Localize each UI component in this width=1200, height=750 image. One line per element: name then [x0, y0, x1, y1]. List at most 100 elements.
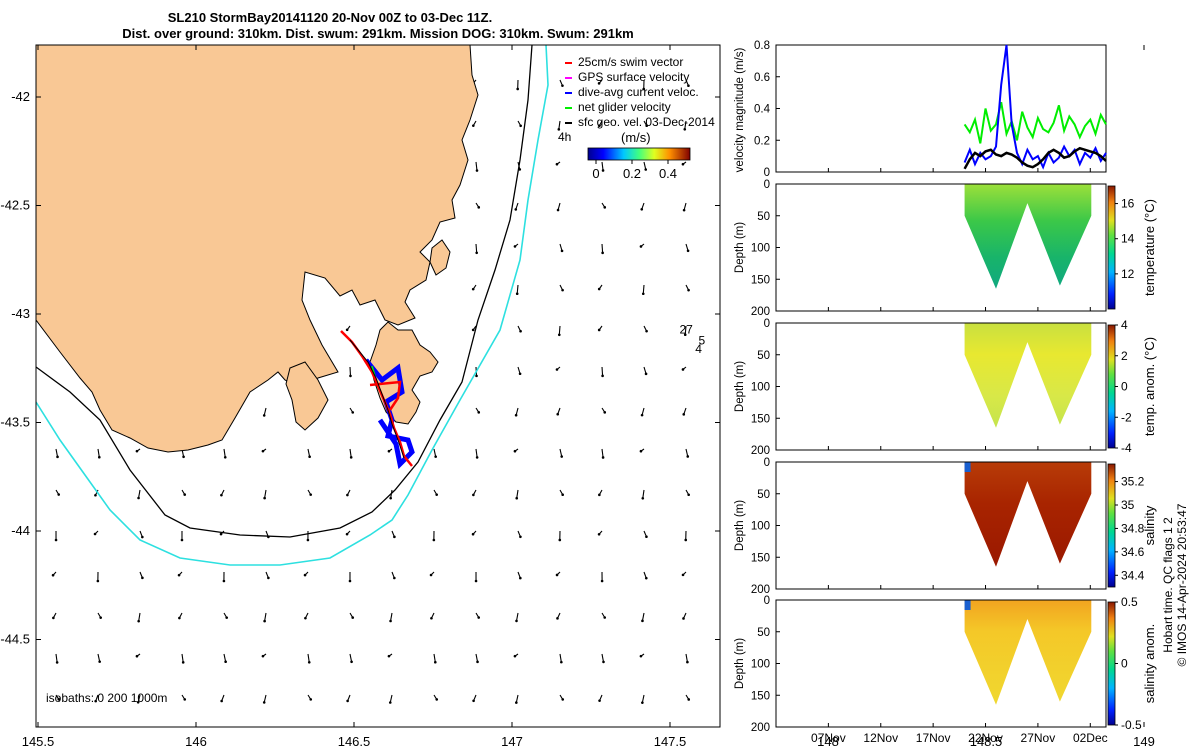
map-y-axis: -42 -42.5 -43 -43.5 -44 -44.5	[0, 89, 720, 647]
current-arrow	[55, 653, 58, 663]
current-arrow-head	[641, 619, 644, 623]
current-arrow-head	[681, 573, 685, 577]
current-arrow-head	[178, 616, 181, 620]
colorbar-tick-label: 0.5	[1121, 595, 1138, 609]
side-note-copyright: © IMOS 14-Apr-2024 20:53:47	[1175, 503, 1189, 666]
speed-colorbar-ticks: 0 0.2 0.4	[592, 160, 677, 181]
profile-data-field	[964, 600, 1092, 705]
time-x-axis: 07Nov 12Nov 17Nov 22Nov 27Nov 02Dec	[811, 731, 1108, 745]
current-arrow-head	[555, 368, 559, 371]
current-arrow-head	[561, 493, 564, 497]
colorbar-tick-label: 14	[1121, 232, 1135, 246]
current-arrow-head	[57, 698, 61, 701]
current-arrow-head	[514, 413, 518, 417]
profile-panel-temp-anom-: 0 50 100 150 200 Depth (m) 4 2 0 -2 -4 temp. anom. …	[734, 318, 1157, 457]
current-arrow-head	[687, 84, 690, 88]
map-x-tick-label: 146.5	[338, 734, 371, 749]
track-day-label: 4	[695, 342, 702, 356]
current-arrow	[601, 161, 604, 171]
current-arrow-head	[388, 701, 392, 704]
current-arrow	[558, 325, 561, 335]
current-arrow-head	[387, 654, 391, 658]
side-note-timezone: Hobart time. QC flags 1 2	[1161, 517, 1175, 653]
current-arrow	[307, 448, 311, 457]
current-arrow-head	[137, 619, 140, 623]
current-arrow-head	[475, 169, 479, 172]
current-arrow	[475, 653, 479, 662]
current-arrow-head	[682, 617, 685, 620]
map-y-tick-label: -44.5	[0, 632, 30, 647]
legend-label: sfc geo. vel. 03-Dec-2014	[578, 115, 715, 129]
current-arrow-head	[94, 493, 97, 497]
current-arrow	[138, 489, 141, 499]
current-arrow-head	[472, 493, 475, 497]
maria-island-land	[429, 239, 451, 276]
current-arrow-head	[560, 455, 564, 458]
current-arrow	[516, 489, 519, 499]
current-arrow-head	[99, 616, 102, 619]
current-arrow-head	[471, 287, 475, 291]
current-arrow-head	[472, 699, 475, 703]
colorbar-label: salinity anom.	[1142, 624, 1157, 703]
colorbar-tick-label: 16	[1121, 197, 1135, 211]
colorbar-tick-label: 12	[1121, 267, 1135, 281]
current-arrow-head	[263, 496, 266, 500]
map-y-tick-label: -43	[11, 306, 30, 321]
surface-low-patch	[964, 600, 971, 610]
current-arrow-head	[308, 455, 311, 459]
current-arrow-head	[561, 698, 565, 701]
current-arrow-head	[261, 449, 265, 453]
current-arrow-head	[429, 573, 433, 577]
time-x-tick-label: 02Dec	[1073, 731, 1108, 745]
current-arrow	[181, 653, 184, 663]
colorbar-label: temp. anom. (°C)	[1142, 337, 1157, 436]
current-arrow-head	[687, 288, 690, 292]
depth-tick-label: 0	[764, 595, 770, 607]
current-arrow-head	[519, 535, 522, 539]
depth-tick-label: 50	[757, 627, 770, 639]
current-arrow-head	[603, 616, 607, 619]
current-arrow-head	[435, 698, 439, 701]
current-arrow-head	[641, 497, 645, 500]
current-arrow-head	[183, 493, 187, 496]
current-arrow-head	[639, 245, 643, 248]
velocity-series	[963, 44, 1107, 170]
current-arrow-head	[600, 579, 604, 583]
current-arrow-head	[686, 455, 690, 458]
current-arrow	[641, 612, 645, 621]
current-arrow-head	[349, 456, 353, 459]
legend-label: dive-avg current veloc.	[578, 85, 699, 99]
current-arrow-head	[645, 124, 648, 128]
current-arrow-head	[598, 699, 601, 702]
current-arrow-head	[55, 661, 59, 664]
current-arrow	[475, 161, 478, 171]
current-arrow-head	[597, 533, 601, 536]
current-arrow	[138, 612, 141, 622]
current-arrow-head	[393, 535, 396, 539]
current-arrow-head	[52, 616, 55, 620]
current-arrow-head	[307, 660, 311, 664]
colorbar-tick-label: -2	[1121, 410, 1132, 424]
current-arrow-head	[514, 208, 518, 211]
colorbar-tick-label: 35	[1121, 498, 1135, 512]
current-arrow-head	[183, 698, 187, 701]
depth-tick-label: 150	[751, 690, 770, 702]
surface-low-patch	[964, 462, 971, 472]
depth-tick-label: 200	[751, 722, 770, 734]
current-arrow-head	[434, 455, 437, 458]
depth-ylabel: Depth (m)	[734, 361, 746, 412]
current-arrow-head	[477, 411, 481, 414]
current-arrow-head	[686, 249, 690, 253]
map-x-tick-label: 148.5	[970, 734, 1003, 749]
depth-tick-label: 0	[764, 318, 770, 330]
current-arrow	[307, 653, 310, 663]
speed-colorbar-tick-label: 0.4	[659, 166, 677, 181]
current-arrow	[601, 243, 604, 253]
depth-ylabel: Depth (m)	[734, 638, 746, 689]
colorbar-tick-label: 2	[1121, 349, 1128, 363]
current-arrow-head	[224, 660, 227, 663]
current-arrow-head	[303, 573, 307, 577]
current-arrow	[601, 653, 605, 663]
glider-track-leg-2	[369, 380, 402, 411]
current-arrow-head	[603, 206, 607, 209]
